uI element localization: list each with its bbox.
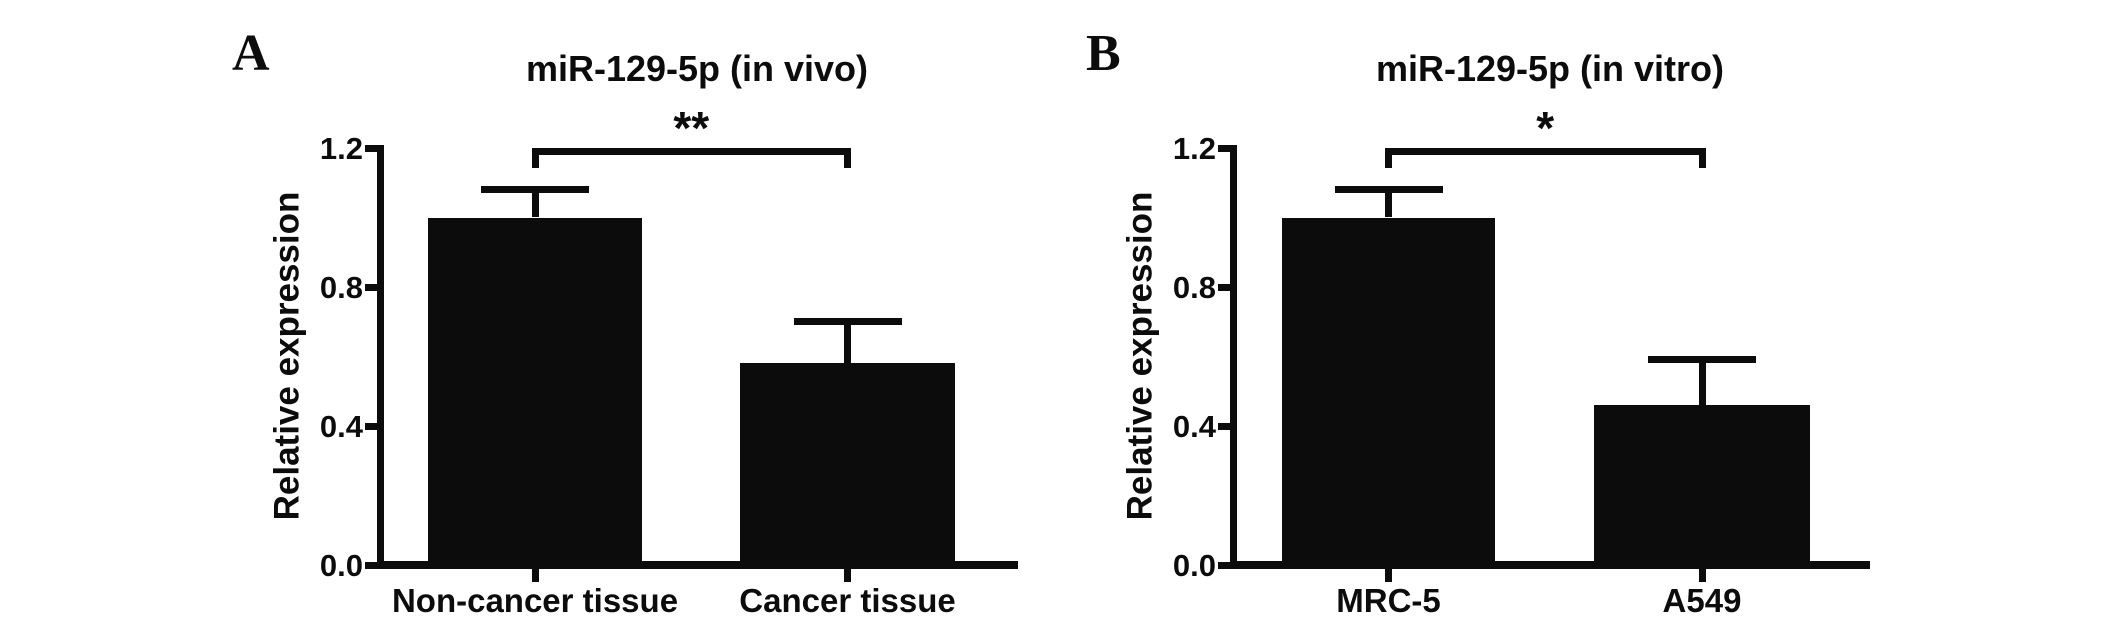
panel-a-category-label: Cancer tissue <box>739 582 956 617</box>
panel-b-y-tick-label: 0.4 <box>1172 409 1216 444</box>
panel-a-y-tick <box>365 423 377 430</box>
panel-a-x-axis <box>377 561 1018 569</box>
panel-b-y-tick-label: 0.0 <box>1172 548 1216 583</box>
panel-b-sig-bracket-left-drop <box>1385 148 1392 168</box>
panel-b-y-axis-label: Relative expression <box>1120 191 1160 521</box>
panel-b-y-tick-label: 1.2 <box>1172 131 1216 166</box>
panel-a-letter: A <box>232 25 270 82</box>
panel-a-category-label: Non-cancer tissue <box>391 582 679 617</box>
panel-b-x-axis <box>1230 561 1870 569</box>
panel-b-error-bar-stem <box>1698 359 1706 406</box>
panel-a-y-tick-label: 0.8 <box>319 270 363 305</box>
panel-a-bar <box>428 217 642 569</box>
panel-b-sig-bracket-right-drop <box>1698 148 1706 168</box>
panel-a-error-bar-stem <box>531 189 539 218</box>
panel-a-y-tick-label: 1.2 <box>319 131 363 166</box>
panel-a-significance-stars: ** <box>673 102 710 154</box>
panel-a-title: miR-129-5p (in vivo) <box>525 48 869 89</box>
panel-a-y-tick-label: 0.4 <box>319 409 363 444</box>
panel-b-letter: B <box>1086 25 1121 82</box>
panel-a-error-bar-stem <box>844 321 851 364</box>
panel-a-y-tick <box>365 145 377 152</box>
panel-b-bar <box>1282 217 1495 569</box>
panel-a-bar <box>740 363 955 569</box>
panel-a-y-tick-label: 0.0 <box>319 548 363 583</box>
panel-b-x-tick <box>1698 569 1706 582</box>
panel-b-category-label: MRC-5 <box>1336 582 1441 617</box>
panel-b-y-tick-label: 0.8 <box>1172 270 1216 305</box>
panel-a-y-tick <box>365 562 377 569</box>
panel-a-sig-bracket-left-drop <box>531 148 539 168</box>
panel-b-bar <box>1594 405 1810 569</box>
panel-b-y-tick <box>1218 423 1230 430</box>
panel-b-category-label: A549 <box>1662 582 1742 617</box>
panel-a-sig-bracket-bar <box>531 148 851 155</box>
panel-b-y-tick <box>1218 562 1230 569</box>
panel-b-y-axis <box>1230 145 1237 569</box>
panel-b-title: miR-129-5p (in vitro) <box>1375 48 1725 89</box>
panel-b-error-bar-stem <box>1385 189 1392 218</box>
panel-a-y-axis <box>377 145 384 569</box>
panel-b-x-tick <box>1385 569 1392 582</box>
panel-a-x-tick <box>531 569 539 582</box>
panel-a-sig-bracket-right-drop <box>844 148 851 168</box>
panel-b-significance-stars: * <box>1536 102 1555 154</box>
panel-a-y-tick <box>365 284 377 291</box>
panel-a-x-tick <box>844 569 851 582</box>
panel-b-y-tick <box>1218 284 1230 291</box>
panel-b-sig-bracket-bar <box>1385 148 1706 155</box>
panel-a-y-axis-label: Relative expression <box>267 191 307 521</box>
panel-b-y-tick <box>1218 145 1230 152</box>
